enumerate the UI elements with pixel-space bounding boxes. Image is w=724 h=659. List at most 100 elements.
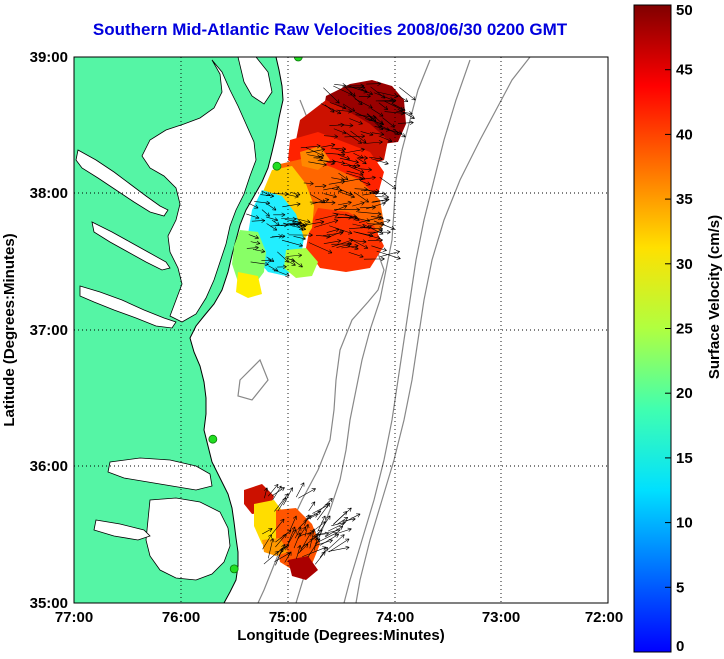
vector-arrow: [345, 83, 365, 89]
vector-arrow: [334, 204, 348, 212]
vector-arrow: [266, 223, 278, 231]
vector-arrow: [366, 113, 383, 128]
map-title: Southern Mid-Atlantic Raw Velocities 200…: [92, 20, 568, 39]
vector-arrow: [289, 515, 297, 531]
colorbar-tick-label: 25: [676, 321, 693, 338]
vector-arrow: [246, 213, 260, 220]
vector-arrow: [357, 211, 382, 216]
vector-arrow: [370, 108, 384, 117]
river-nc: [93, 519, 151, 541]
colorbar-tick-label: 20: [676, 385, 693, 402]
vector-arrow: [376, 250, 401, 260]
vector-arrow: [293, 532, 302, 549]
vector-arrow: [314, 183, 327, 189]
colorbar-tick-label: 10: [676, 515, 693, 532]
vector-arrow: [303, 181, 314, 186]
vector-arrow: [342, 513, 361, 524]
river-potomac: [75, 149, 169, 217]
vector-arrow: [344, 131, 363, 144]
vector-arrow: [339, 189, 353, 196]
vector-arrow: [362, 191, 379, 196]
colorbar-tick-label: 30: [676, 256, 693, 273]
vector-arrow: [392, 128, 406, 138]
vector-arrow: [357, 87, 374, 96]
coastline: [189, 57, 284, 603]
vector-arrow: [288, 529, 297, 544]
vector-arrow: [329, 225, 353, 235]
vector-arrow: [350, 130, 367, 144]
vector-arrow: [295, 218, 311, 224]
vector-arrow: [278, 545, 287, 556]
vector-arrow: [312, 504, 330, 514]
vector-arrow: [319, 159, 335, 166]
velocity-vectors: [246, 81, 416, 566]
vector-arrow: [322, 230, 344, 237]
vector-arrow: [337, 154, 351, 160]
vector-arrow: [328, 545, 350, 552]
station-marker: [208, 434, 218, 444]
vector-arrow: [379, 177, 397, 190]
vector-arrow: [339, 157, 359, 164]
vector-arrow: [371, 131, 385, 137]
station-marker: [272, 161, 282, 171]
vector-arrow: [308, 161, 327, 167]
vector-arrow: [262, 528, 273, 535]
vector-arrow: [325, 534, 345, 552]
colorbar-label: Surface Velocity (cm/s): [706, 215, 723, 379]
vector-arrow: [396, 110, 413, 116]
y-tick-label: 36:00: [30, 458, 68, 475]
vector-arrow: [374, 126, 391, 132]
vector-arrow: [261, 258, 272, 263]
vector-arrow: [314, 539, 333, 546]
vector-arrow: [309, 200, 336, 205]
vector-arrow: [359, 205, 376, 210]
colorbar-tick-label: 5: [676, 579, 684, 596]
y-tick-label: 35:00: [30, 595, 68, 612]
vector-arrow: [327, 522, 345, 532]
vector-arrow: [297, 526, 307, 539]
vector-arrow: [320, 103, 342, 115]
chesapeake-bay: [141, 59, 257, 323]
vector-arrow: [272, 269, 290, 277]
vector-arrow: [309, 533, 321, 541]
vector-arrow: [317, 515, 326, 532]
vector-arrow: [324, 134, 339, 139]
vector-arrow: [337, 527, 352, 534]
vector-arrow: [305, 510, 322, 520]
vector-arrow: [369, 156, 383, 161]
river-rappahannock: [91, 221, 171, 271]
vector-arrow: [343, 163, 361, 168]
vector-arrow: [397, 120, 414, 125]
vector-arrow: [286, 253, 303, 258]
vector-arrow: [296, 544, 302, 559]
vector-arrow: [315, 234, 331, 239]
vector-arrow: [367, 218, 391, 227]
vector-arrow: [277, 264, 287, 270]
vector-arrow: [246, 245, 259, 250]
station-marker: [293, 57, 303, 62]
vector-arrow: [399, 87, 416, 101]
vector-arrow: [313, 155, 324, 161]
y-tick-label: 39:00: [30, 49, 68, 66]
colorbar-tick-label: 40: [676, 126, 693, 143]
vector-arrow: [315, 521, 326, 530]
vector-arrow: [363, 256, 385, 262]
vector-arrow: [367, 237, 383, 243]
vector-arrow: [312, 529, 323, 537]
vector-arrow: [353, 191, 369, 203]
vector-arrow: [365, 201, 386, 210]
vector-arrow: [323, 185, 340, 191]
vector-arrow: [271, 518, 285, 535]
vector-arrow: [333, 128, 347, 135]
vector-arrow: [382, 117, 395, 128]
vector-arrow: [314, 219, 339, 228]
vector-arrow: [371, 215, 384, 220]
vector-arrow: [397, 94, 409, 103]
vector-arrow: [252, 248, 266, 254]
vector-arrow: [338, 172, 349, 181]
vector-arrow: [370, 158, 389, 165]
vector-arrow: [291, 258, 303, 268]
colorbar-tick-label: 15: [676, 450, 693, 467]
colorbar-tick-label: 50: [676, 2, 693, 19]
